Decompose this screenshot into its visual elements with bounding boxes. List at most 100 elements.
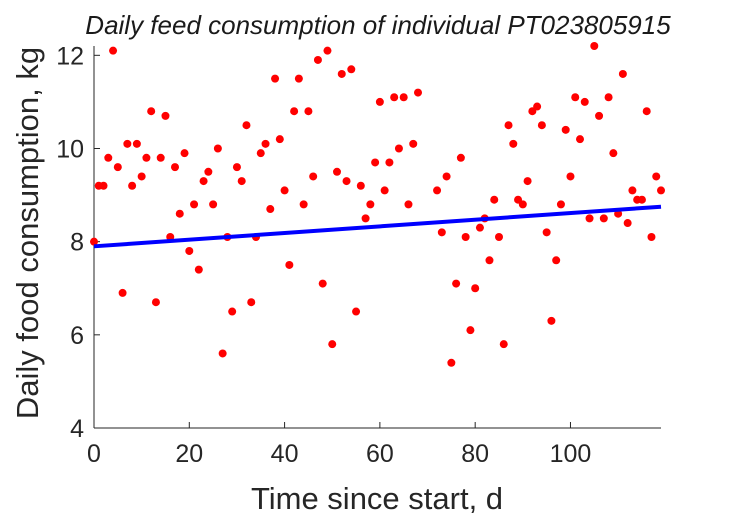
y-axis-label: Daily food consumption, kg (10, 47, 45, 419)
y-ticks: 4 6 8 10 12 (56, 42, 100, 443)
data-point (232, 163, 241, 172)
data-point (442, 172, 451, 181)
data-point (237, 177, 246, 186)
data-point (509, 139, 518, 148)
trend-layer (93, 204, 662, 249)
data-point (490, 195, 499, 204)
data-point (328, 340, 337, 349)
data-point (104, 153, 113, 162)
x-ticks: 0 20 40 60 80 100 (87, 422, 591, 468)
data-point (347, 65, 356, 74)
data-point (342, 177, 351, 186)
data-point (542, 228, 551, 237)
data-point (209, 200, 218, 209)
data-point (147, 107, 156, 116)
data-point (495, 233, 503, 241)
data-point (518, 200, 527, 209)
data-point (285, 260, 294, 269)
y-tick-label: 8 (70, 229, 84, 257)
data-point (213, 144, 222, 153)
data-point (485, 256, 494, 265)
data-point (142, 153, 151, 162)
data-point (156, 153, 165, 162)
data-point (537, 121, 546, 130)
data-point (461, 233, 470, 241)
data-point (361, 214, 370, 223)
data-point (247, 298, 256, 307)
data-point (309, 172, 318, 181)
data-point (190, 200, 199, 209)
data-point (414, 88, 422, 97)
data-point (199, 177, 208, 186)
data-point (161, 111, 170, 120)
data-point (647, 233, 656, 241)
data-point (504, 121, 513, 130)
data-point (99, 181, 108, 190)
data-point (371, 158, 380, 167)
data-point (171, 163, 179, 172)
data-point (118, 288, 127, 297)
data-point (271, 74, 280, 83)
data-point (590, 42, 599, 50)
data-point (556, 200, 565, 209)
data-point (113, 163, 122, 172)
data-point (523, 177, 532, 186)
data-point (151, 298, 160, 307)
data-point (628, 186, 637, 195)
data-point (595, 111, 604, 120)
data-point (204, 167, 213, 176)
data-point (290, 107, 299, 116)
data-point (280, 186, 289, 195)
data-point (637, 195, 646, 204)
data-point (585, 214, 594, 223)
data-point (552, 256, 561, 265)
data-point (261, 139, 270, 148)
data-point (318, 279, 327, 288)
data-point (366, 200, 375, 209)
data-point (475, 223, 484, 232)
x-tick-label: 0 (87, 440, 101, 468)
data-point (390, 93, 399, 102)
data-point (313, 55, 322, 64)
data-point (132, 139, 141, 148)
x-tick-label: 100 (550, 440, 592, 468)
data-point (228, 307, 237, 316)
data-point (356, 181, 365, 190)
data-point (456, 153, 465, 162)
data-point (256, 149, 265, 158)
data-point (304, 107, 313, 116)
data-point (242, 121, 251, 130)
data-point (180, 149, 189, 158)
data-point (466, 326, 475, 335)
data-point (447, 358, 456, 367)
data-point (275, 135, 284, 144)
data-point (128, 181, 137, 190)
trend-line (93, 204, 662, 249)
data-point (623, 219, 632, 228)
data-point (333, 167, 341, 176)
x-tick-label: 40 (271, 440, 299, 468)
data-point (533, 102, 542, 111)
data-point (299, 200, 308, 209)
data-point (394, 144, 403, 153)
data-point (399, 93, 408, 102)
data-point (566, 172, 575, 181)
data-point (123, 139, 132, 148)
data-point (404, 200, 413, 209)
data-point (657, 186, 665, 195)
data-point (294, 74, 303, 83)
data-point (642, 107, 651, 116)
chart-title: Daily feed consumption of individual PT0… (85, 10, 671, 40)
data-point (618, 69, 627, 78)
data-point (380, 186, 389, 195)
data-point (604, 93, 613, 102)
data-point (571, 93, 580, 102)
x-tick-label: 80 (461, 440, 489, 468)
data-point (471, 284, 480, 293)
points-layer (90, 42, 665, 367)
x-tick-label: 20 (175, 440, 203, 468)
data-point (175, 209, 184, 218)
y-tick-label: 12 (56, 42, 84, 70)
data-point (218, 349, 227, 358)
